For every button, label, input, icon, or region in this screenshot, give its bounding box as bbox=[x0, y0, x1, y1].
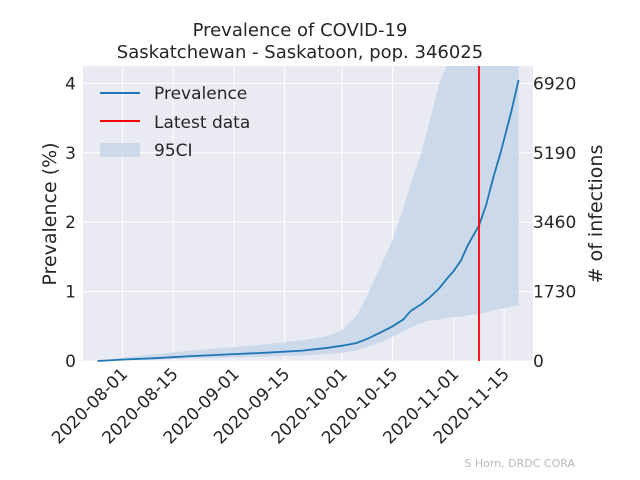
y-axis-label: Prevalence (%) bbox=[39, 142, 61, 285]
chart-title: Prevalence of COVID-19 bbox=[193, 20, 408, 41]
prevalence-line bbox=[97, 79, 520, 362]
legend-95ci-label: 95CI bbox=[154, 141, 193, 161]
y-tick-label: 3 bbox=[65, 144, 76, 164]
credit-text: S Horn, DRDC CORA bbox=[464, 457, 575, 470]
right-axis-ticks: 0 1730 3460 5190 6920 bbox=[533, 74, 576, 372]
legend-latest-label: Latest data bbox=[154, 113, 250, 133]
y-tick-label: 4 bbox=[65, 74, 76, 94]
y-tick-label: 1 bbox=[65, 283, 76, 303]
legend-prevalence-label: Prevalence bbox=[154, 84, 247, 104]
y-tick-label: 2 bbox=[65, 213, 76, 233]
right-tick-label: 3460 bbox=[533, 213, 576, 233]
right-tick-label: 0 bbox=[533, 352, 544, 372]
ci-band bbox=[97, 66, 519, 361]
right-tick-label: 1730 bbox=[533, 283, 576, 303]
legend: Prevalence Latest data 95CI bbox=[100, 84, 250, 161]
left-axis-ticks: 0 1 2 3 4 bbox=[65, 74, 76, 372]
right-axis-label: # of infections bbox=[585, 145, 607, 284]
right-tick-label: 5190 bbox=[533, 144, 576, 164]
chart-subtitle: Saskatchewan - Saskatoon, pop. 346025 bbox=[117, 42, 483, 63]
right-tick-label: 6920 bbox=[533, 74, 576, 94]
legend-95ci-swatch bbox=[100, 143, 140, 157]
x-axis-ticks: 2020-08-012020-08-152020-09-012020-09-15… bbox=[48, 364, 514, 448]
y-tick-label: 0 bbox=[65, 352, 76, 372]
